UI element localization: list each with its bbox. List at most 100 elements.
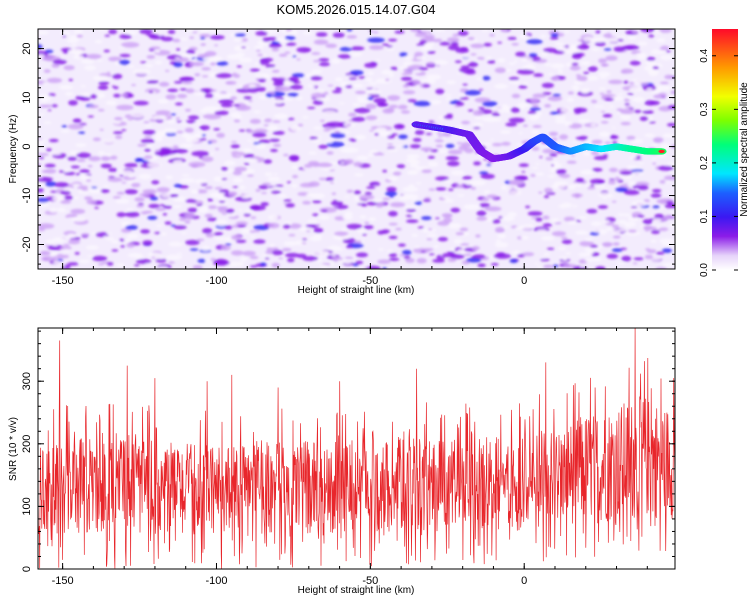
noise-blob: [490, 138, 494, 141]
noise-blob: [116, 104, 134, 111]
noise-blob: [325, 177, 334, 181]
noise-blob: [575, 136, 583, 140]
noise-blob: [199, 29, 210, 33]
noise-blob: [71, 43, 77, 47]
noise-blob: [337, 54, 351, 59]
noise-blob: [351, 83, 364, 88]
noise-blob: [611, 200, 617, 203]
noise-blob: [107, 177, 123, 183]
noise-blob: [95, 232, 110, 238]
noise-blob: [236, 52, 245, 57]
noise-blob: [494, 83, 508, 89]
noise-blob: [48, 93, 56, 97]
noise-blob: [497, 110, 505, 113]
noise-blob: [482, 101, 498, 107]
noise-blob: [173, 159, 183, 165]
noise-blob: [341, 228, 347, 231]
noise-blob: [241, 46, 247, 49]
noise-blob: [492, 143, 503, 147]
noise-blob: [623, 213, 632, 217]
noise-blob: [264, 118, 272, 123]
noise-blob: [357, 200, 364, 204]
noise-blob: [623, 189, 640, 195]
noise-blob: [185, 138, 200, 143]
noise-blob: [331, 58, 341, 64]
noise-blob: [201, 75, 209, 78]
noise-blob: [343, 259, 352, 265]
noise-blob: [448, 188, 454, 191]
noise-blob: [250, 265, 258, 268]
noise-blob: [623, 176, 633, 180]
noise-blob: [165, 254, 182, 260]
noise-blob: [402, 250, 412, 255]
noise-blob: [73, 55, 85, 60]
noise-blob: [534, 262, 539, 265]
colorbar-label: Normalized spectral amplitude: [739, 82, 750, 217]
noise-blob: [214, 44, 219, 47]
noise-blob: [551, 137, 558, 141]
noise-blob: [104, 153, 112, 157]
noise-blob: [491, 263, 499, 266]
noise-blob: [592, 167, 603, 172]
noise-blob: [618, 93, 623, 96]
noise-blob: [549, 37, 559, 40]
noise-blob: [421, 169, 432, 174]
noise-blob: [644, 133, 655, 138]
noise-blob: [281, 248, 292, 252]
noise-blob: [331, 192, 336, 195]
noise-blob: [199, 125, 210, 131]
noise-blob: [550, 164, 555, 167]
noise-blob: [442, 196, 450, 199]
noise-blob: [511, 250, 521, 255]
noise-blob: [659, 180, 667, 184]
noise-blob: [194, 121, 201, 125]
noise-blob: [518, 85, 528, 89]
noise-blob: [591, 99, 598, 104]
noise-blob: [313, 60, 321, 63]
noise-blob: [225, 81, 237, 85]
noise-blob: [459, 227, 469, 232]
colorbar-tick-label: 0.1: [699, 209, 710, 223]
noise-blob: [284, 35, 296, 40]
noise-blob: [240, 257, 248, 262]
noise-blob: [38, 94, 52, 100]
noise-blob: [435, 187, 447, 191]
noise-blob: [567, 91, 575, 95]
noise-blob: [612, 126, 616, 129]
noise-blob: [298, 227, 313, 232]
noise-blob: [620, 171, 632, 176]
noise-blob: [466, 257, 482, 263]
noise-blob: [271, 262, 280, 268]
noise-blob: [578, 252, 591, 257]
colorbar-gradient: [712, 29, 738, 270]
noise-blob: [186, 49, 196, 54]
noise-blob: [552, 93, 561, 97]
noise-blob: [366, 201, 378, 206]
noise-blob: [147, 252, 162, 257]
noise-blob: [538, 191, 543, 194]
noise-blob: [213, 128, 220, 131]
noise-blob: [41, 170, 49, 173]
noise-blob: [338, 102, 345, 105]
noise-blob: [142, 129, 156, 135]
noise-blob: [631, 156, 638, 160]
noise-blob: [116, 263, 125, 267]
noise-blob: [215, 73, 233, 79]
noise-blob: [590, 123, 597, 127]
noise-blob: [656, 38, 666, 43]
noise-blob: [500, 29, 509, 32]
noise-blob: [595, 30, 601, 34]
noise-blob: [63, 243, 70, 247]
noise-blob: [447, 149, 463, 155]
spectrogram-frame: [37, 28, 676, 270]
noise-blob: [162, 213, 167, 216]
noise-blob: [551, 231, 567, 237]
noise-blob: [218, 200, 226, 204]
snr-y-tick-label: 200: [21, 435, 33, 453]
noise-blob: [612, 224, 620, 229]
noise-blob: [405, 158, 418, 164]
noise-blob: [484, 206, 502, 212]
noise-blob: [489, 33, 495, 37]
noise-blob: [562, 258, 568, 261]
noise-blob: [500, 105, 511, 111]
